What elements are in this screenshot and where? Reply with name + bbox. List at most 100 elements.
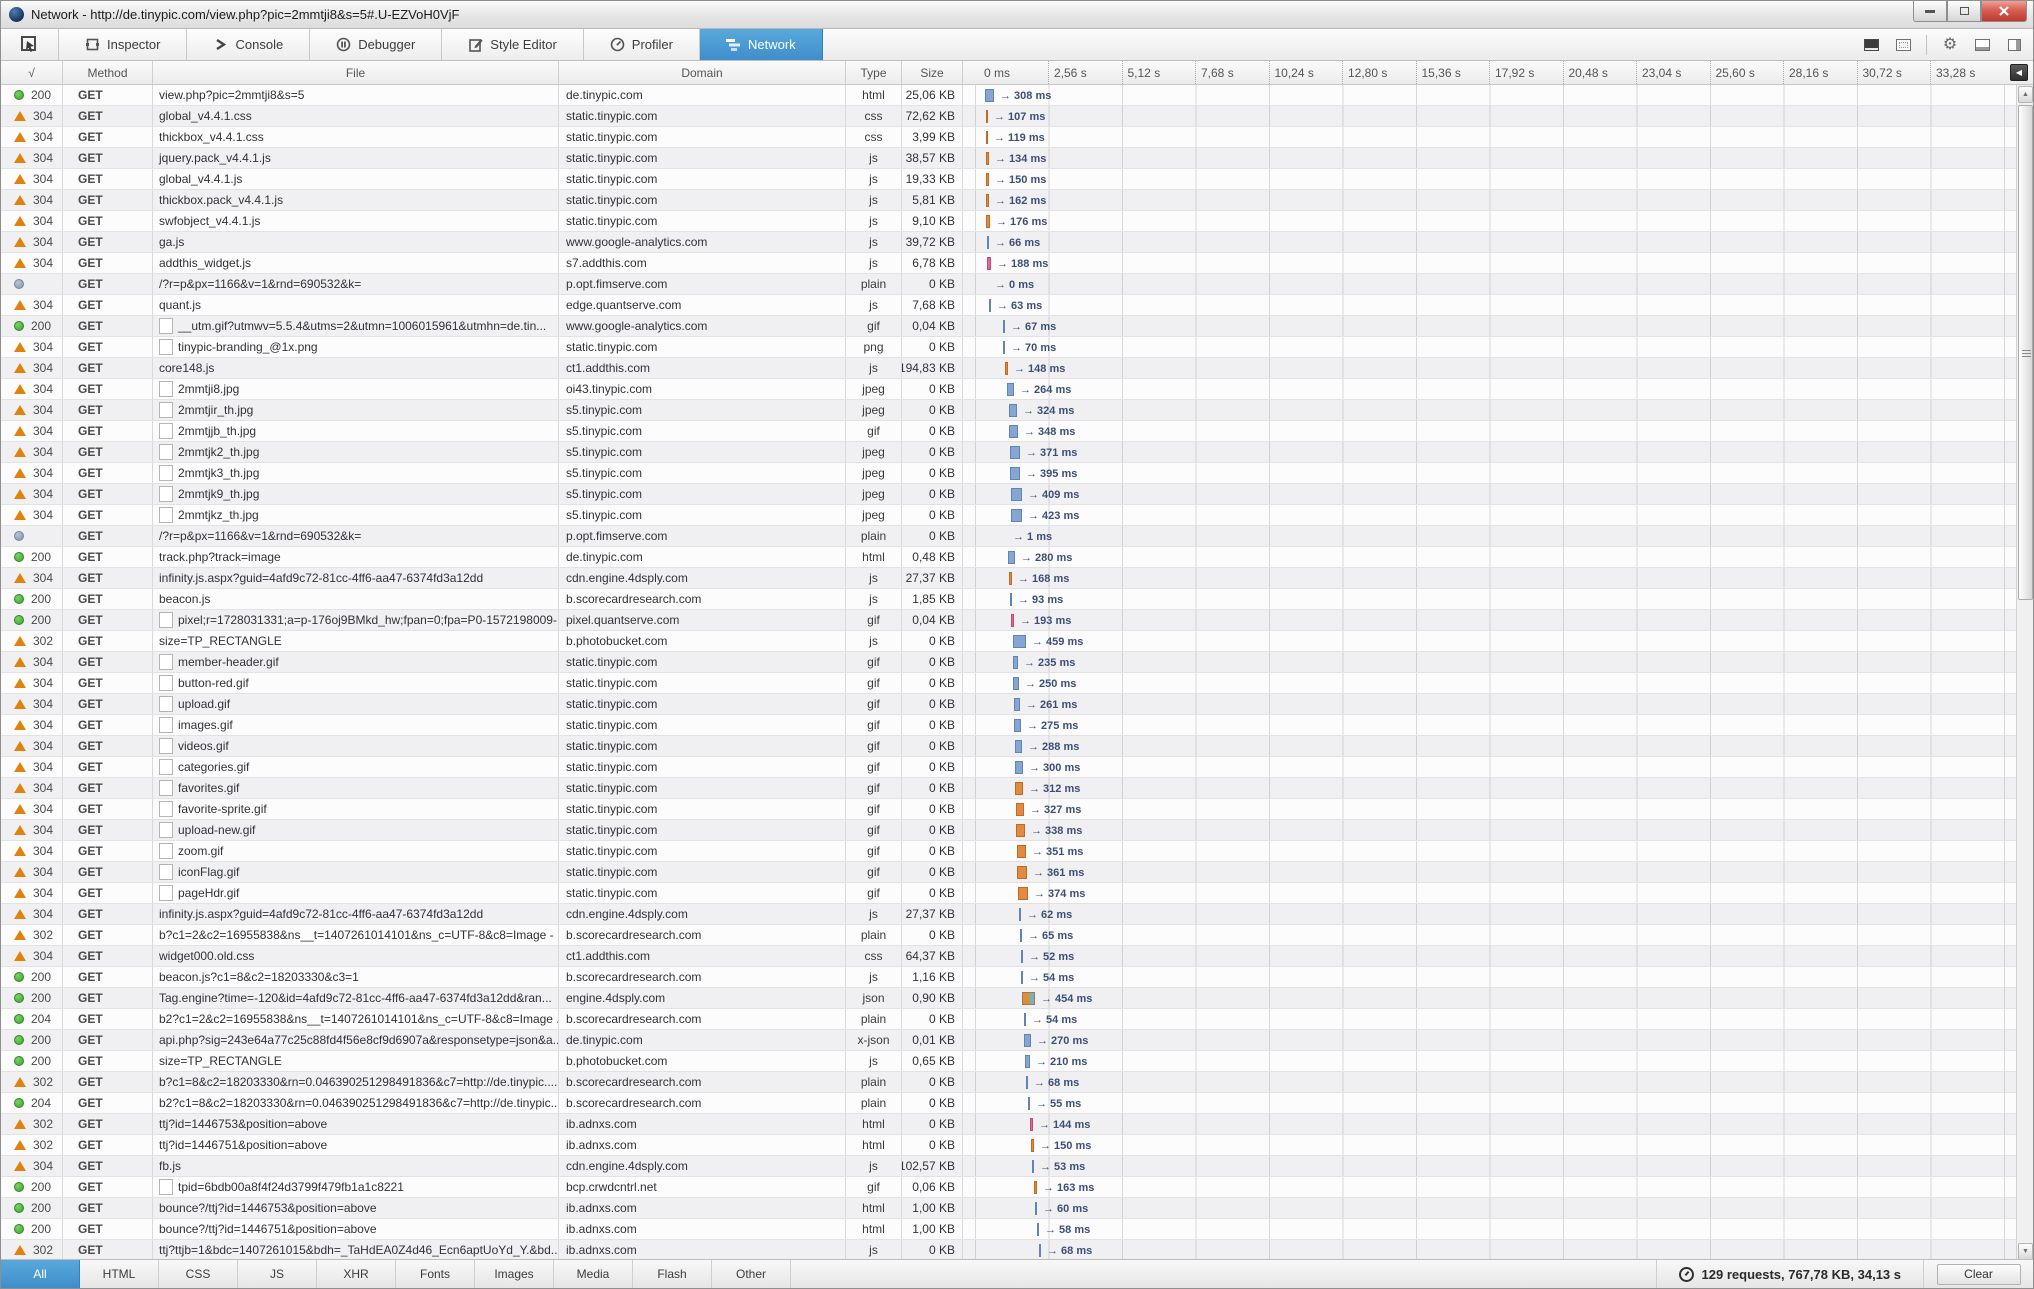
table-row[interactable]: 304 GET swfobject_v4.4.1.js static.tinypic.…	[1, 211, 2033, 232]
table-row[interactable]: 304 GET upload-new.gif static.tinypic.com gi…	[1, 820, 2033, 841]
table-row[interactable]: 200 GET tpid=6bdb00a8f4f24d3799f479fb1a1c8…	[1, 1177, 2033, 1198]
filter-fonts[interactable]: Fonts	[396, 1260, 475, 1288]
table-row[interactable]: 304 GET global_v4.4.1.js static.tinypic.com…	[1, 169, 2033, 190]
table-row[interactable]: 304 GET member-header.gif static.tinypic.co…	[1, 652, 2033, 673]
table-row[interactable]: 304 GET favorite-sprite.gif static.tinypic.…	[1, 799, 2033, 820]
table-row[interactable]: 204 GET b2?c1=2&c2=16955838&ns__t=14072610…	[1, 1009, 2033, 1030]
filter-js[interactable]: JS	[238, 1260, 317, 1288]
column-header-size[interactable]: Size	[902, 61, 963, 84]
toggle-details-pane-button[interactable]: ◀	[2010, 64, 2028, 81]
table-row[interactable]: 304 GET 2mmtjir_th.jpg s5.tinypic.com jpeg 0 …	[1, 400, 2033, 421]
timeline-tick: 20,48 s	[1562, 61, 1608, 84]
table-row[interactable]: 302 GET ttj?id=1446751&position=above ib.ad…	[1, 1135, 2033, 1156]
table-row[interactable]: 304 GET thickbox.pack_v4.4.1.js static.tiny…	[1, 190, 2033, 211]
dock-side-icon[interactable]	[2005, 38, 2023, 52]
table-row[interactable]: 304 GET pageHdr.gif static.tinypic.com gif 0 …	[1, 883, 2033, 904]
tab-style-editor[interactable]: Style Editor	[442, 29, 584, 60]
table-row[interactable]: 304 GET ga.js www.google-analytics.com js 39,…	[1, 232, 2033, 253]
table-row[interactable]: GET /?r=p&px=1166&v=1&rnd=690532&k= p.opt.…	[1, 526, 2033, 547]
filter-other[interactable]: Other	[712, 1260, 791, 1288]
scroll-down-arrow[interactable]: ▼	[2018, 1243, 2033, 1260]
table-row[interactable]: 304 GET core148.js ct1.addthis.com js 194,83 …	[1, 358, 2033, 379]
tab-inspector[interactable]: Inspector	[59, 29, 188, 60]
table-row[interactable]: 304 GET zoom.gif static.tinypic.com gif 0 KB →…	[1, 841, 2033, 862]
filter-xhr[interactable]: XHR	[317, 1260, 396, 1288]
element-picker-button[interactable]	[1, 29, 59, 60]
table-row[interactable]: 302 GET size=TP_RECTANGLE b.photobucket.com…	[1, 631, 2033, 652]
tab-profiler[interactable]: Profiler	[583, 29, 700, 60]
table-row[interactable]: 302 GET ttj?ttjb=1&bdc=1407261015&bdh=_TaH…	[1, 1240, 2033, 1261]
scrollbar-thumb[interactable]	[2018, 105, 2033, 600]
table-row[interactable]: 304 GET 2mmtjk9_th.jpg s5.tinypic.com jpeg 0 …	[1, 484, 2033, 505]
tab-network[interactable]: Network	[699, 29, 823, 60]
table-row[interactable]: 304 GET button-red.gif static.tinypic.com gi…	[1, 673, 2033, 694]
filter-all[interactable]: All	[1, 1260, 80, 1288]
table-row[interactable]: 304 GET infinity.js.aspx?guid=4afd9c72-81c…	[1, 568, 2033, 589]
table-row[interactable]: 304 GET 2mmtji8.jpg oi43.tinypic.com jpeg 0 K…	[1, 379, 2033, 400]
tab-debugger[interactable]: Debugger	[310, 29, 443, 60]
table-row[interactable]: 304 GET widget000.old.css ct1.addthis.com cs…	[1, 946, 2033, 967]
file-cell: b?c1=2&c2=16955838&ns__t=1407261014101&n…	[153, 925, 559, 945]
waterfall-cell: → 67 ms	[963, 316, 2033, 336]
table-row[interactable]: 304 GET images.gif static.tinypic.com gif 0 K…	[1, 715, 2033, 736]
table-row[interactable]: 200 GET beacon.js?c1=8&c2=18203330&c3=1 b.s…	[1, 967, 2033, 988]
table-row[interactable]: 200 GET beacon.js b.scorecardresearch.com js…	[1, 589, 2033, 610]
table-row[interactable]: 304 GET 2mmtjk3_th.jpg s5.tinypic.com jpeg 0 …	[1, 463, 2033, 484]
table-row[interactable]: 200 GET bounce?/ttj?id=1446753&position=ab…	[1, 1198, 2033, 1219]
table-row[interactable]: 304 GET 2mmtjk2_th.jpg s5.tinypic.com jpeg 0 …	[1, 442, 2033, 463]
maximize-button[interactable]	[1947, 1, 1981, 22]
filter-css[interactable]: CSS	[159, 1260, 238, 1288]
table-row[interactable]: 304 GET categories.gif static.tinypic.com gi…	[1, 757, 2033, 778]
table-row[interactable]: 200 GET size=TP_RECTANGLE b.photobucket.com…	[1, 1051, 2033, 1072]
column-header-type[interactable]: Type	[846, 61, 902, 84]
table-row[interactable]: 304 GET addthis_widget.js s7.addthis.com js 6…	[1, 253, 2033, 274]
table-row[interactable]: 304 GET favorites.gif static.tinypic.com gif…	[1, 778, 2033, 799]
table-row[interactable]: GET /?r=p&px=1166&v=1&rnd=690532&k= p.opt.…	[1, 274, 2033, 295]
dock-bottom-icon[interactable]	[1973, 38, 1991, 52]
table-row[interactable]: 200 GET Tag.engine?time=-120&id=4afd9c72-8…	[1, 988, 2033, 1009]
table-row[interactable]: 200 GET api.php?sig=243e64a77c25c88fd4f56e…	[1, 1030, 2033, 1051]
clear-button[interactable]: Clear	[1936, 1263, 2021, 1285]
column-header-method[interactable]: Method	[63, 61, 153, 84]
table-row[interactable]: 302 GET b?c1=2&c2=16955838&ns__t=140726101…	[1, 925, 2033, 946]
vertical-scrollbar[interactable]: ▲ ▼	[2016, 85, 2033, 1261]
waterfall-bar	[1020, 929, 1022, 942]
filter-images[interactable]: Images	[475, 1260, 554, 1288]
thumbnail-icon	[159, 801, 173, 817]
table-row[interactable]: 200 GET track.php?track=image de.tinypic.co…	[1, 547, 2033, 568]
table-row[interactable]: 304 GET infinity.js.aspx?guid=4afd9c72-81c…	[1, 904, 2033, 925]
table-row[interactable]: 302 GET b?c1=8&c2=18203330&rn=0.0463902512…	[1, 1072, 2033, 1093]
table-row[interactable]: 204 GET b2?c1=8&c2=18203330&rn=0.046390251…	[1, 1093, 2033, 1114]
table-row[interactable]: 304 GET 2mmtjkz_th.jpg s5.tinypic.com jpeg 0 …	[1, 505, 2033, 526]
column-header-status[interactable]: √	[1, 61, 63, 84]
table-row[interactable]: 200 GET pixel;r=1728031331;a=p-176oj9BMkd_…	[1, 610, 2033, 631]
table-row[interactable]: 304 GET upload.gif static.tinypic.com gif 0 K…	[1, 694, 2033, 715]
column-header-file[interactable]: File	[153, 61, 559, 84]
filter-flash[interactable]: Flash	[633, 1260, 712, 1288]
gear-icon[interactable]: ⚙	[1942, 35, 1958, 53]
filter-media[interactable]: Media	[554, 1260, 633, 1288]
close-button[interactable]	[1981, 1, 2027, 22]
tab-console[interactable]: Console	[187, 29, 311, 60]
table-row[interactable]: 304 GET quant.js edge.quantserve.com js 7,68 …	[1, 295, 2033, 316]
table-row[interactable]: 304 GET 2mmtjjb_th.jpg s5.tinypic.com gif 0 K…	[1, 421, 2033, 442]
table-row[interactable]: 304 GET jquery.pack_v4.4.1.js static.tinypi…	[1, 148, 2033, 169]
scroll-up-arrow[interactable]: ▲	[2018, 86, 2033, 103]
table-row[interactable]: 304 GET fb.js cdn.engine.4dsply.com js 102,57…	[1, 1156, 2033, 1177]
table-row[interactable]: 304 GET iconFlag.gif static.tinypic.com gif 0…	[1, 862, 2033, 883]
table-row[interactable]: 200 GET view.php?pic=2mmtji8&s=5 de.tinypic…	[1, 85, 2033, 106]
status-redirect-icon	[14, 741, 26, 751]
responsive-mode-icon[interactable]	[1894, 38, 1912, 52]
column-header-domain[interactable]: Domain	[559, 61, 846, 84]
table-row[interactable]: 200 GET bounce?/ttj?id=1446751&position=ab…	[1, 1219, 2033, 1240]
table-row[interactable]: 304 GET thickbox_v4.4.1.css static.tinypic.…	[1, 127, 2033, 148]
minimize-button[interactable]	[1913, 1, 1947, 22]
table-row[interactable]: 304 GET global_v4.4.1.css static.tinypic.co…	[1, 106, 2033, 127]
table-row[interactable]: 302 GET ttj?id=1446753&position=above ib.ad…	[1, 1114, 2033, 1135]
console-panel-icon[interactable]	[1862, 38, 1880, 52]
table-row[interactable]: 304 GET tinypic-branding_@1x.png static.tin…	[1, 337, 2033, 358]
table-row[interactable]: 200 GET __utm.gif?utmwv=5.5.4&utms=2&utmn=…	[1, 316, 2033, 337]
table-row[interactable]: 304 GET videos.gif static.tinypic.com gif 0 K…	[1, 736, 2033, 757]
file-cell: bounce?/ttj?id=1446753&position=above	[153, 1198, 559, 1218]
filter-html[interactable]: HTML	[80, 1260, 159, 1288]
